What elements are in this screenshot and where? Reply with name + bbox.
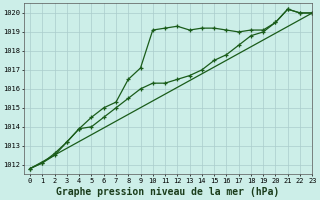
X-axis label: Graphe pression niveau de la mer (hPa): Graphe pression niveau de la mer (hPa)	[57, 186, 280, 197]
